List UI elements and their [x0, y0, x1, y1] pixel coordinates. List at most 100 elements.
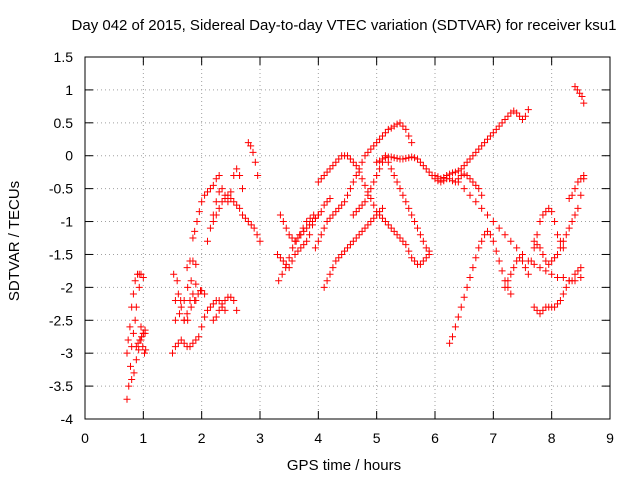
data-point-marker — [139, 343, 147, 351]
data-point-marker — [355, 168, 363, 176]
data-point-marker — [379, 204, 386, 212]
data-point-marker — [303, 237, 311, 245]
data-point-marker — [294, 234, 302, 242]
data-point-marker — [297, 244, 305, 252]
data-point-marker — [556, 237, 564, 245]
data-point-marker — [454, 313, 462, 321]
data-point-marker — [227, 188, 235, 196]
data-point-marker — [545, 260, 553, 268]
data-point-marker — [227, 293, 235, 301]
data-point-marker — [556, 297, 564, 305]
data-point-marker — [204, 306, 211, 314]
data-point-marker — [373, 211, 381, 219]
data-point-marker — [495, 224, 503, 232]
data-point-marker — [449, 177, 456, 185]
data-point-marker — [323, 277, 331, 285]
data-point-marker — [580, 99, 588, 107]
data-point-marker — [516, 112, 524, 120]
data-point-marker — [548, 208, 556, 216]
data-point-marker — [189, 257, 197, 265]
data-point-marker — [192, 260, 200, 268]
data-point-marker — [201, 191, 209, 199]
data-point-marker — [250, 224, 258, 232]
data-point-marker — [399, 191, 407, 199]
data-point-marker — [306, 231, 314, 239]
data-point-marker — [282, 260, 290, 268]
data-point-marker — [289, 244, 297, 252]
data-point-marker — [184, 316, 192, 324]
data-point-marker — [361, 152, 369, 160]
data-point-marker — [137, 323, 145, 331]
data-point-marker — [317, 175, 325, 183]
data-point-marker — [195, 208, 203, 216]
series-arc-q — [275, 211, 318, 285]
data-point-marker — [364, 148, 372, 156]
data-point-marker — [384, 221, 392, 229]
data-point-marker — [192, 280, 200, 288]
data-point-marker — [402, 154, 410, 162]
data-point-marker — [183, 264, 191, 272]
series-arc-dd — [565, 171, 588, 203]
data-point-marker — [361, 198, 369, 206]
data-point-marker — [571, 185, 579, 193]
series-arc-cc — [530, 204, 567, 252]
data-point-marker — [125, 382, 133, 390]
data-point-marker — [405, 247, 413, 255]
data-point-marker — [486, 231, 494, 239]
data-point-marker — [399, 122, 407, 130]
data-point-marker — [457, 303, 465, 311]
data-point-marker — [454, 178, 462, 186]
data-point-marker — [191, 227, 199, 235]
data-point-marker — [539, 306, 547, 314]
data-point-marker — [466, 273, 474, 281]
x-tick-label: 4 — [314, 430, 322, 446]
data-point-marker — [381, 129, 389, 137]
x-tick-label: 3 — [256, 430, 264, 446]
data-point-marker — [212, 211, 220, 219]
data-point-marker — [513, 244, 521, 252]
data-point-marker — [565, 224, 573, 232]
data-point-marker — [516, 254, 524, 262]
data-point-marker — [256, 237, 264, 245]
data-point-marker — [533, 241, 541, 249]
data-point-marker — [338, 250, 346, 258]
data-point-marker — [367, 145, 375, 153]
data-point-marker — [469, 178, 477, 186]
data-point-marker — [189, 234, 197, 242]
series-arc-z — [446, 227, 515, 347]
data-point-marker — [233, 165, 241, 173]
data-point-marker — [484, 135, 491, 143]
x-tick-label: 7 — [489, 430, 497, 446]
data-point-marker — [530, 260, 538, 268]
data-point-marker — [416, 260, 424, 268]
data-point-marker — [186, 343, 194, 351]
data-point-marker — [244, 218, 252, 226]
data-point-marker — [501, 283, 509, 291]
x-tick-label: 1 — [139, 430, 147, 446]
data-point-marker — [396, 185, 404, 193]
data-point-marker — [355, 231, 363, 239]
data-point-marker — [469, 152, 477, 160]
data-point-marker — [466, 155, 474, 163]
data-point-marker — [193, 218, 201, 226]
data-point-marker — [446, 339, 454, 347]
data-point-marker — [341, 247, 349, 255]
data-point-marker — [478, 191, 486, 199]
data-point-marker — [254, 171, 262, 179]
data-point-marker — [338, 201, 346, 209]
data-point-marker — [187, 303, 195, 311]
data-point-marker — [519, 250, 526, 258]
data-points — [123, 83, 588, 403]
data-point-marker — [323, 198, 331, 206]
data-point-marker — [457, 165, 465, 173]
data-point-marker — [198, 198, 206, 206]
data-point-marker — [446, 170, 454, 178]
axis-ticks — [84, 56, 611, 420]
y-tick-label: -1.5 — [49, 246, 73, 262]
data-point-marker — [574, 204, 582, 212]
series-arc-i — [171, 277, 209, 324]
data-point-marker — [279, 218, 287, 226]
data-point-marker — [568, 277, 576, 285]
data-point-marker — [419, 257, 427, 265]
